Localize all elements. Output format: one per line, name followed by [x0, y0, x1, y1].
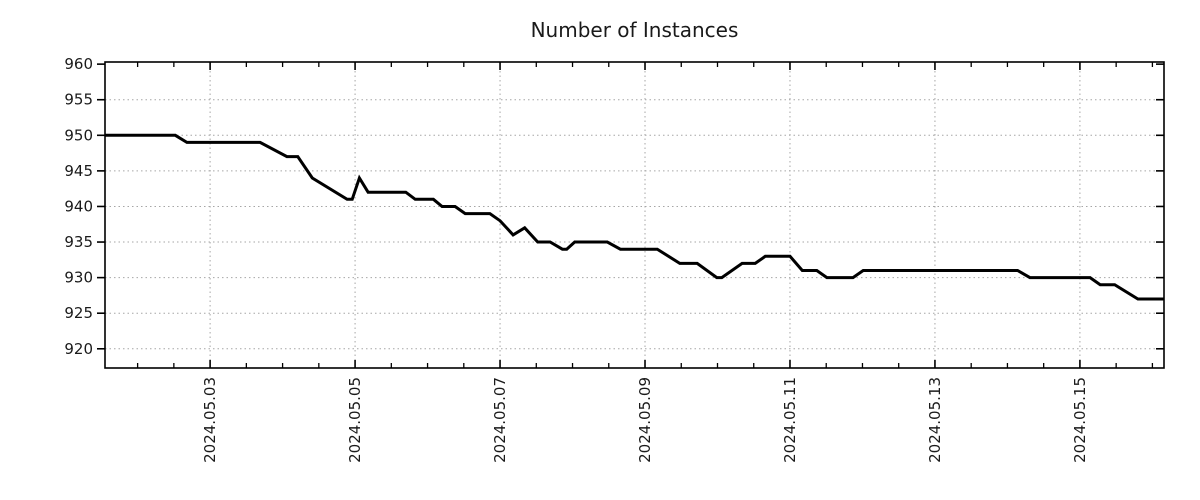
- y-tick-label: 945: [64, 162, 93, 180]
- x-tick-label: 2024.05.09: [636, 377, 654, 463]
- y-tick-label: 955: [64, 91, 93, 109]
- y-tick-label: 960: [64, 55, 93, 73]
- y-tick-label: 930: [64, 269, 93, 287]
- x-tick-label: 2024.05.13: [926, 377, 944, 463]
- x-tick-label: 2024.05.15: [1071, 377, 1089, 463]
- instances-series-line: [105, 133, 1164, 301]
- x-tick-label: 2024.05.03: [201, 377, 219, 463]
- y-tick-label: 920: [64, 340, 93, 358]
- x-tick-label: 2024.05.07: [491, 377, 509, 463]
- y-tick-label: 935: [64, 233, 93, 251]
- x-tick-label: 2024.05.05: [346, 377, 364, 463]
- y-tick-label: 950: [64, 126, 93, 144]
- x-tick-label: 2024.05.11: [781, 377, 799, 463]
- plot-frame: [104, 61, 1165, 369]
- y-tick-label: 925: [64, 304, 93, 322]
- chart-title: Number of Instances: [530, 18, 739, 42]
- y-tick-label: 940: [64, 197, 93, 215]
